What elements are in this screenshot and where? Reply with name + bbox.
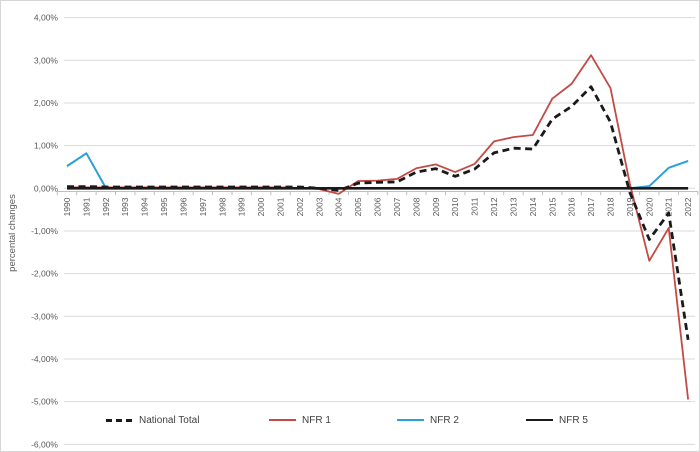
- x-axis-tick-label: 2005: [353, 197, 363, 216]
- legend-swatch-black-line: [526, 419, 553, 421]
- x-axis-tick-label: 2009: [431, 197, 441, 216]
- legend-item-nfr1[interactable]: NFR 1: [269, 411, 331, 429]
- y-axis-tick-label: 1,00%: [34, 141, 59, 151]
- x-axis-tick-label: 2013: [508, 197, 518, 216]
- x-axis-tick-label: 2021: [664, 197, 674, 216]
- x-axis-tick-label: 2014: [528, 197, 538, 216]
- y-axis-tick-label: 3,00%: [34, 55, 59, 65]
- y-axis-tick-label: -6,00%: [31, 439, 58, 449]
- x-axis-tick-label: 2000: [256, 197, 266, 216]
- x-axis-tick-label: 1990: [62, 197, 72, 216]
- legend-label-national-total: National Total: [139, 414, 200, 426]
- x-axis-tick-label: 2004: [334, 197, 344, 216]
- y-axis-tick-label: -1,00%: [31, 226, 58, 236]
- y-axis-tick-label: -3,00%: [31, 311, 58, 321]
- legend-item-national-total[interactable]: National Total: [106, 411, 199, 429]
- x-axis-tick-label: 1995: [159, 197, 169, 216]
- y-axis-tick-label: -4,00%: [31, 354, 58, 364]
- legend-swatch-blue-line: [397, 419, 424, 421]
- x-axis-tick-label: 1998: [217, 197, 227, 216]
- x-axis-tick-label: 2015: [547, 197, 557, 216]
- x-axis-tick-label: 1996: [178, 197, 188, 216]
- x-axis-tick-label: 2011: [470, 197, 480, 216]
- legend-label-nfr1: NFR 1: [302, 414, 331, 426]
- legend-label-nfr2: NFR 2: [430, 414, 459, 426]
- chart-legend: National Total NFR 1 NFR 2 NFR 5: [1, 411, 699, 437]
- series-line-nfr-1[interactable]: [67, 54, 690, 400]
- x-axis-tick-label: 2018: [605, 197, 615, 216]
- y-axis-tick-label: -2,00%: [31, 269, 58, 279]
- x-axis-tick-label: 2012: [489, 197, 499, 216]
- legend-swatch-dashed-line: [106, 418, 133, 422]
- y-axis-tick-label: 4,00%: [34, 13, 59, 23]
- x-axis-tick-label: 2007: [392, 197, 402, 216]
- x-axis-tick-label: 1991: [81, 197, 91, 216]
- x-axis-tick-label: 1994: [140, 197, 150, 216]
- x-axis-tick-label: 2001: [276, 197, 286, 216]
- series-line-national-total[interactable]: [67, 85, 690, 340]
- x-axis-tick-label: 2008: [411, 197, 421, 216]
- x-axis-tick-label: 2002: [295, 197, 305, 216]
- y-axis-tick-label: -5,00%: [31, 397, 58, 407]
- y-axis-tick-label: 2,00%: [34, 98, 59, 108]
- legend-swatch-red-line: [269, 419, 296, 421]
- x-axis-tick-label: 1997: [198, 197, 208, 216]
- y-axis-title: percental changes: [7, 194, 18, 272]
- legend-label-nfr5: NFR 5: [559, 414, 588, 426]
- legend-item-nfr2[interactable]: NFR 2: [397, 411, 459, 429]
- x-axis-tick-label: 2003: [314, 197, 324, 216]
- legend-item-nfr5[interactable]: NFR 5: [526, 411, 588, 429]
- x-axis-tick-label: 1992: [101, 197, 111, 216]
- x-axis-tick-label: 2017: [586, 197, 596, 216]
- x-axis-tick-label: 2020: [644, 197, 654, 216]
- x-axis-tick-label: 2019: [625, 197, 635, 216]
- x-axis-tick-label: 2022: [683, 197, 693, 216]
- x-axis-tick-label: 1993: [120, 197, 130, 216]
- x-axis-tick-label: 1999: [237, 197, 247, 216]
- x-axis-tick-label: 2006: [373, 197, 383, 216]
- x-axis-tick-label: 2010: [450, 197, 460, 216]
- x-axis-tick-label: 2016: [567, 197, 577, 216]
- y-axis-tick-label: 0,00%: [34, 183, 59, 193]
